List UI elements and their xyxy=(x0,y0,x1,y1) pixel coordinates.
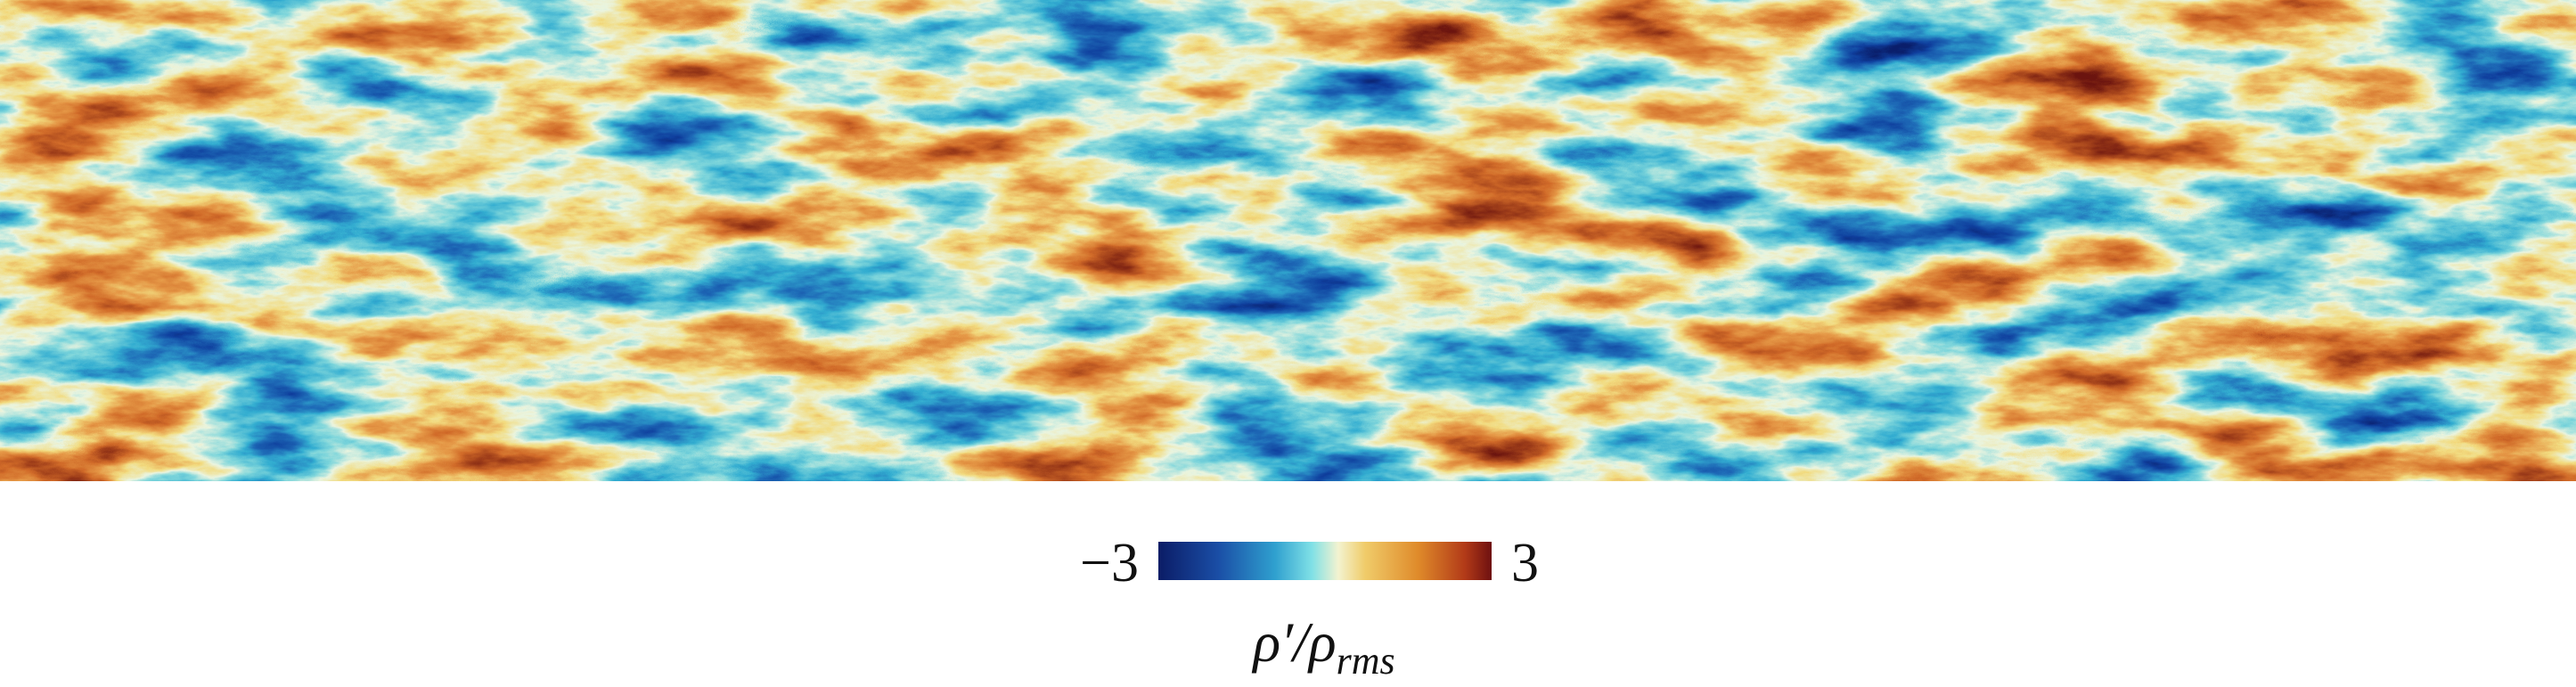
density-field xyxy=(0,0,2576,481)
tick-label: 3 xyxy=(1511,533,1539,593)
colorbar xyxy=(1158,542,1492,580)
colorbar-label: ρ′/ρrms xyxy=(1251,610,1394,683)
tick-label: −3 xyxy=(1080,533,1139,593)
